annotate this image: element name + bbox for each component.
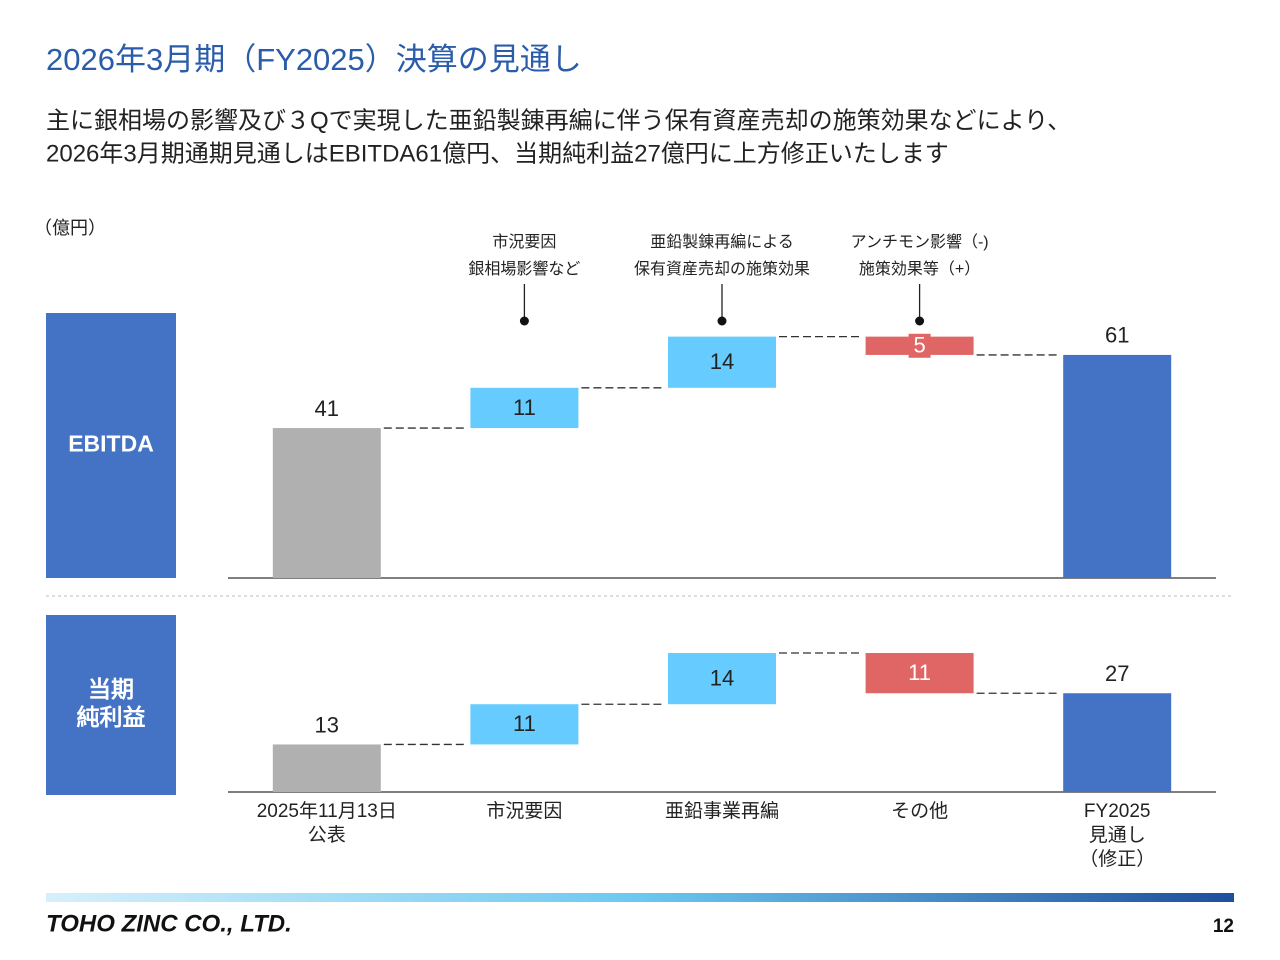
- annotation: 保有資産売却の施策効果: [634, 260, 810, 278]
- bar: [470, 387, 579, 429]
- annotation: アンチモン影響（-): [851, 233, 989, 251]
- bar: [668, 336, 776, 388]
- value-label: 13: [315, 712, 339, 737]
- annotation: 亜鉛製錬再編による: [650, 233, 794, 251]
- value-label: 41: [315, 396, 339, 421]
- bar: [1063, 354, 1172, 578]
- annotation-dot: [915, 316, 925, 326]
- x-tick-label: 見通し: [1089, 824, 1146, 846]
- x-tick-label: 2025年11月13日: [257, 800, 397, 822]
- x-tick-label: FY2025: [1084, 801, 1151, 822]
- annotation-dot: [717, 316, 727, 326]
- x-tick-label: その他: [891, 800, 948, 822]
- x-tick-label: （修正）: [1079, 848, 1155, 870]
- value-label: 61: [1105, 323, 1129, 348]
- row-label: EBITDA: [68, 431, 154, 457]
- row-label: 当期: [88, 676, 134, 702]
- x-tick-label: 亜鉛事業再編: [665, 800, 779, 822]
- page-number: 12: [1213, 916, 1234, 937]
- value-label: 27: [1105, 661, 1129, 686]
- value-label: 11: [513, 395, 536, 420]
- unit-label: （億円）: [34, 218, 106, 238]
- annotation-dot: [519, 316, 529, 326]
- row-label: 純利益: [77, 704, 146, 730]
- value-label: 11: [908, 660, 931, 685]
- value-label: 11: [513, 711, 536, 736]
- x-tick-label: 市況要因: [486, 800, 562, 822]
- row-label-box: [46, 313, 176, 578]
- value-label: 5: [913, 333, 925, 358]
- annotation: 市況要因: [492, 233, 556, 251]
- bar: [272, 744, 381, 792]
- x-tick-label: 公表: [308, 824, 346, 846]
- row-label-box: [46, 615, 176, 795]
- annotation: 銀相場影響など: [468, 260, 580, 278]
- value-label: 14: [710, 665, 734, 690]
- value-label: 14: [710, 349, 734, 374]
- footer-bar: [46, 893, 1234, 902]
- slide-title: 2026年3月期（FY2025）決算の見通し: [46, 42, 582, 77]
- subtitle: 主に銀相場の影響及び３Qで実現した亜鉛製錬再編に伴う保有資産売却の施策効果などに…: [46, 107, 1071, 134]
- bar: [272, 428, 381, 578]
- subtitle: 2026年3月期通期見通しはEBITDA61億円、当期純利益27億円に上方修正い…: [46, 140, 949, 167]
- bar: [470, 704, 579, 745]
- annotation: 施策効果等（+）: [859, 260, 980, 278]
- bar: [1063, 693, 1172, 792]
- bar: [668, 653, 776, 705]
- company-name: TOHO ZINC CO., LTD.: [46, 910, 292, 937]
- label-bg: [908, 333, 931, 358]
- bar: [865, 653, 974, 694]
